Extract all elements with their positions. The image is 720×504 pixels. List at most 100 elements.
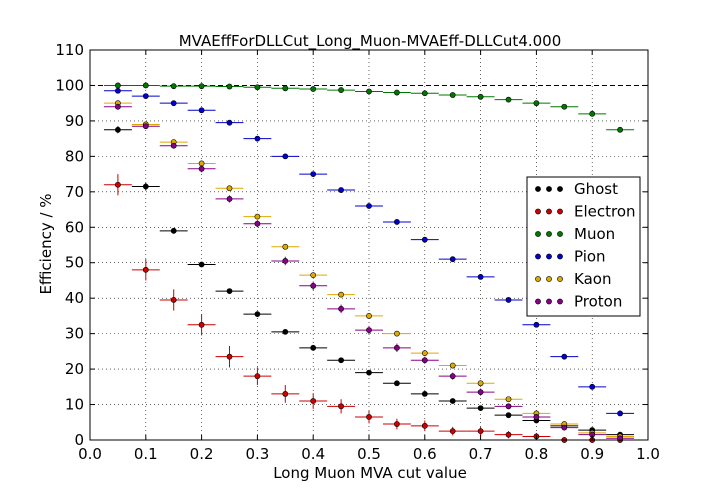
legend-label: Electron (574, 203, 636, 221)
data-point (254, 373, 261, 380)
data-point (115, 181, 121, 188)
data-point (282, 328, 289, 335)
data-point (393, 421, 400, 427)
data-point (477, 428, 484, 435)
x-tick-label: 0.3 (245, 445, 269, 463)
y-tick-label: 60 (65, 218, 84, 236)
series-electron (103, 174, 635, 443)
y-tick-label: 70 (65, 183, 84, 201)
y-tick-label: 80 (65, 147, 84, 165)
legend-item-proton: Proton (535, 293, 622, 311)
data-point (170, 297, 177, 303)
data-point (282, 153, 289, 160)
data-point (477, 274, 484, 280)
legend-marker (557, 253, 563, 260)
legend-marker (557, 208, 563, 215)
data-point (338, 87, 344, 93)
x-tick-label: 0.6 (413, 445, 437, 463)
series-proton (103, 103, 635, 442)
x-tick-label: 0.2 (190, 445, 214, 463)
data-point (366, 327, 372, 333)
data-point (505, 96, 512, 103)
data-point (421, 350, 428, 357)
data-point (310, 86, 317, 92)
data-point (198, 321, 205, 328)
legend-item-kaon: Kaon (535, 270, 611, 288)
x-tick-label: 0.7 (469, 445, 493, 463)
data-point (115, 126, 121, 133)
legend-marker (557, 276, 563, 282)
data-point (198, 165, 205, 172)
data-point (338, 187, 344, 193)
data-point (449, 256, 456, 263)
data-point (366, 369, 372, 376)
y-tick-label: 30 (65, 325, 84, 343)
data-point (142, 266, 149, 273)
data-marks (103, 82, 635, 443)
legend-label: Kaon (574, 270, 611, 288)
data-point (198, 261, 205, 268)
y-tick-label: 20 (65, 360, 84, 378)
legend-label: Pion (574, 248, 606, 266)
x-tick-label: 0.9 (580, 445, 604, 463)
legend-marker (557, 298, 563, 305)
data-point (561, 353, 568, 360)
data-point (477, 380, 484, 387)
data-point (142, 93, 149, 99)
data-point (449, 428, 456, 435)
legend-item-ghost: Ghost (535, 180, 618, 198)
data-point (226, 353, 233, 360)
chart-title: MVAEffForDLLCut_Long_Muon-MVAEff-DLLCut4… (179, 32, 562, 51)
data-point (282, 258, 289, 264)
data-point (310, 398, 317, 404)
data-point (226, 196, 233, 202)
data-point (170, 83, 177, 90)
data-point (421, 422, 428, 429)
data-point (393, 380, 400, 387)
data-point (170, 227, 177, 234)
y-tick-label: 10 (65, 396, 84, 414)
legend-item-pion: Pion (535, 248, 606, 266)
data-point (477, 405, 484, 411)
data-point (561, 103, 568, 110)
y-tick-label: 100 (55, 76, 84, 94)
legend-marker (535, 231, 541, 237)
data-point (338, 357, 344, 364)
legend-marker (535, 298, 541, 305)
data-point (142, 123, 149, 130)
data-point (226, 288, 233, 294)
legend: Ghost Electron Muon Pion Kaon Proton (526, 176, 641, 317)
data-point (282, 243, 289, 250)
data-point (449, 92, 456, 98)
data-point (533, 414, 540, 420)
data-point (170, 142, 177, 149)
series-ghost (103, 126, 635, 438)
data-point (477, 93, 484, 100)
data-point (338, 291, 344, 298)
data-point (115, 103, 121, 110)
data-point (142, 183, 149, 190)
data-point (393, 89, 400, 96)
data-point (170, 100, 177, 107)
legend-marker (535, 253, 541, 260)
data-point (505, 403, 512, 410)
data-point (449, 362, 456, 369)
data-point (421, 90, 428, 97)
x-tick-label: 0.5 (357, 445, 381, 463)
x-tick-label: 1.0 (636, 445, 660, 463)
axis-ticks: 0.0 0.1 0.2 0.3 0.4 0.5 0.6 0.7 0.8 0.9 1.0 0 10 20 30… (55, 41, 660, 463)
data-point (254, 311, 261, 318)
y-tick-label: 50 (65, 254, 84, 272)
data-point (338, 403, 344, 410)
data-point (254, 84, 261, 91)
x-tick-label: 0.8 (524, 445, 548, 463)
data-point (226, 83, 233, 90)
data-point (310, 171, 317, 177)
data-point (366, 414, 372, 420)
y-tick-label: 110 (55, 41, 84, 59)
data-point (142, 82, 149, 89)
legend-item-electron: Electron (535, 203, 636, 221)
data-point (310, 272, 317, 279)
data-point (310, 344, 317, 351)
